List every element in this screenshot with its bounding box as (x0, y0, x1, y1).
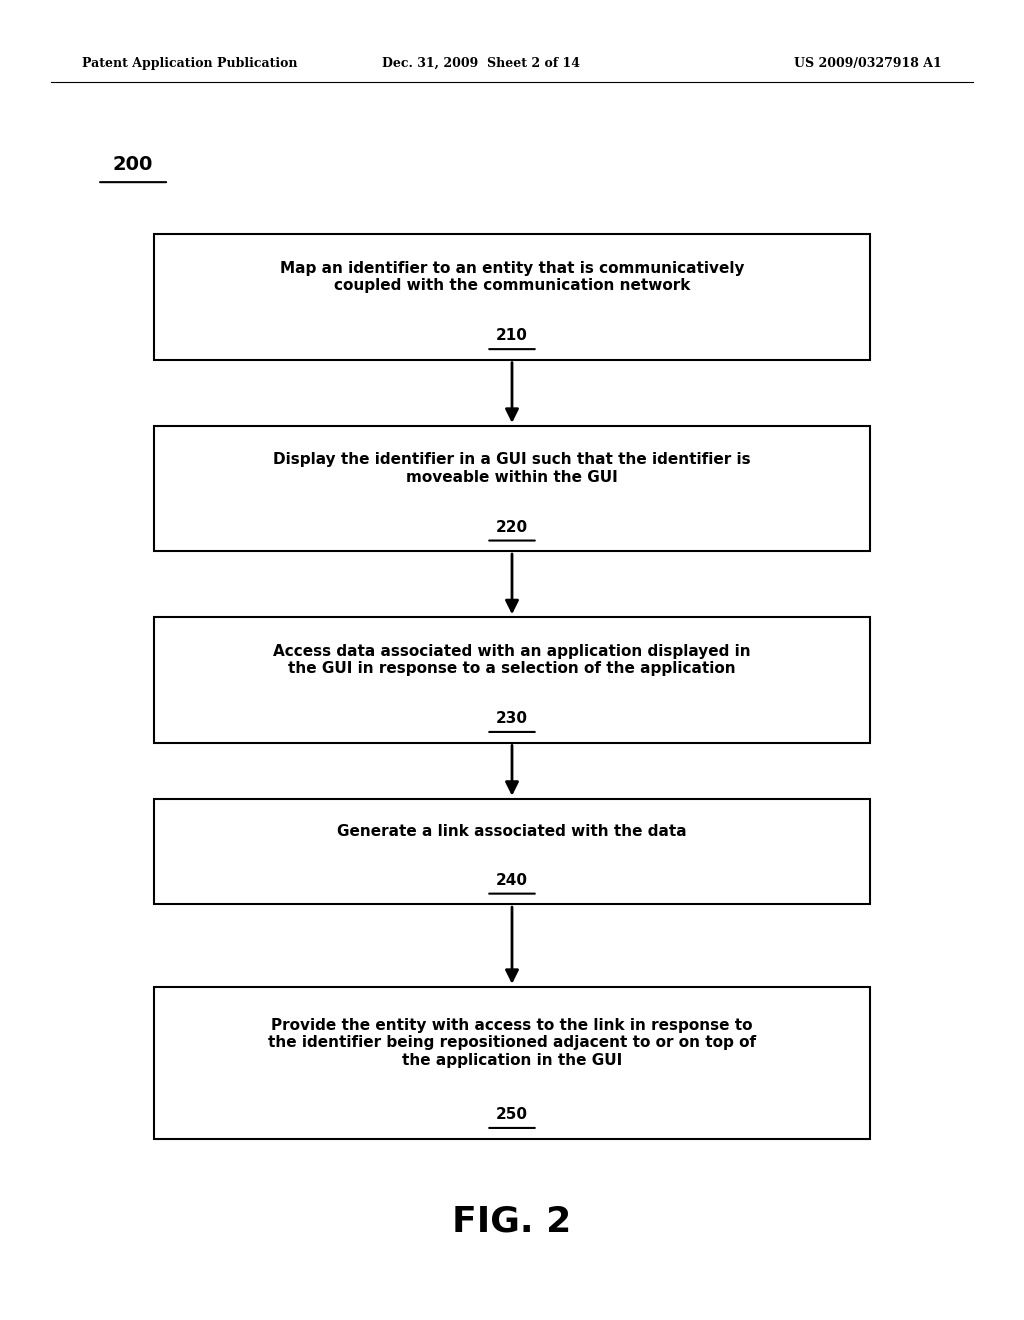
Text: 200: 200 (113, 156, 154, 174)
FancyBboxPatch shape (154, 987, 870, 1138)
FancyBboxPatch shape (154, 235, 870, 359)
FancyBboxPatch shape (154, 425, 870, 552)
Text: 230: 230 (496, 711, 528, 726)
Text: 240: 240 (496, 873, 528, 888)
Text: Access data associated with an application displayed in
the GUI in response to a: Access data associated with an applicati… (273, 644, 751, 676)
FancyBboxPatch shape (154, 799, 870, 904)
Text: Generate a link associated with the data: Generate a link associated with the data (337, 824, 687, 840)
FancyBboxPatch shape (154, 618, 870, 742)
Text: Patent Application Publication: Patent Application Publication (82, 57, 297, 70)
Text: 210: 210 (496, 329, 528, 343)
Text: Display the identifier in a GUI such that the identifier is
moveable within the : Display the identifier in a GUI such tha… (273, 453, 751, 484)
Text: FIG. 2: FIG. 2 (453, 1204, 571, 1238)
Text: Provide the entity with access to the link in response to
the identifier being r: Provide the entity with access to the li… (268, 1018, 756, 1068)
Text: US 2009/0327918 A1: US 2009/0327918 A1 (795, 57, 942, 70)
Text: Dec. 31, 2009  Sheet 2 of 14: Dec. 31, 2009 Sheet 2 of 14 (382, 57, 581, 70)
Text: 220: 220 (496, 520, 528, 535)
Text: 250: 250 (496, 1107, 528, 1122)
Text: Map an identifier to an entity that is communicatively
coupled with the communic: Map an identifier to an entity that is c… (280, 261, 744, 293)
